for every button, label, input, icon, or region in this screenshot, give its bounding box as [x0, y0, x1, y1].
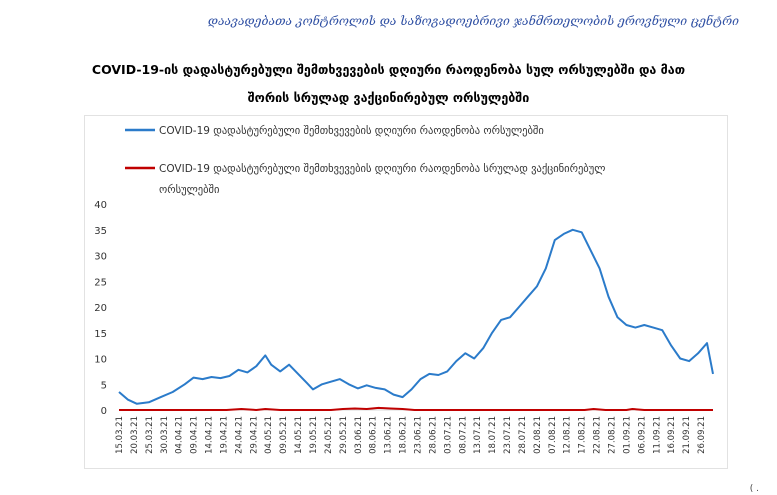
x-tick-label: 02.08.21 — [533, 416, 543, 454]
x-tick-label: 18.07.21 — [488, 416, 498, 454]
x-tick-label: 28.06.21 — [428, 416, 438, 454]
x-tick-label: 27.08.21 — [608, 416, 618, 454]
x-tick-label: 29.04.21 — [249, 416, 259, 454]
x-tick-label: 14.04.21 — [205, 416, 215, 454]
x-tick-label: 01.09.21 — [622, 416, 632, 454]
legend-label: ორსულებში — [159, 184, 219, 196]
x-tick-label: 20.03.21 — [130, 416, 140, 454]
x-tick-label: 09.05.21 — [279, 416, 289, 454]
x-tick-label: 04.04.21 — [175, 416, 185, 454]
y-tick-label: 15 — [94, 329, 107, 340]
x-tick-label: 13.07.21 — [473, 416, 483, 454]
x-tick-label: 28.07.21 — [518, 416, 528, 454]
x-tick-label: 08.07.21 — [458, 416, 468, 454]
x-tick-label: 14.05.21 — [294, 416, 304, 454]
chart-title-line-1: COVID-19-ის დადასტურებული შემთხვევების დ… — [91, 62, 686, 77]
x-tick-label: 19.05.21 — [309, 416, 319, 454]
organization-name: დაავადებათა კონტროლის და საზოგადოებრივი … — [207, 14, 739, 28]
x-tick-label: 16.09.21 — [667, 416, 677, 454]
x-tick-label: 23.06.21 — [413, 416, 423, 454]
x-tick-label: 24.04.21 — [234, 416, 244, 454]
y-tick-label: 40 — [94, 200, 107, 211]
x-tick-label: 09.04.21 — [190, 416, 200, 454]
footer-note: ( . — [749, 484, 759, 494]
y-tick-label: 10 — [94, 355, 107, 366]
y-tick-label: 0 — [101, 406, 107, 417]
y-tick-label: 20 — [94, 303, 107, 314]
x-tick-label: 25.03.21 — [145, 416, 155, 454]
chart-title-line-2: შორის სრულად ვაქცინირებულ ორსულებში — [247, 90, 530, 105]
x-tick-label: 17.08.21 — [578, 416, 588, 454]
x-tick-label: 12.08.21 — [563, 416, 573, 454]
x-tick-label: 24.05.21 — [324, 416, 334, 454]
y-tick-label: 30 — [94, 252, 107, 263]
x-tick-label: 11.09.21 — [652, 416, 662, 454]
x-tick-label: 21.09.21 — [682, 416, 692, 454]
x-tick-label: 06.09.21 — [637, 416, 647, 454]
x-tick-label: 18.06.21 — [399, 416, 409, 454]
x-tick-label: 19.04.21 — [219, 416, 229, 454]
chart-svg: 0 5 10 15 20 25 30 35 40 15.03.21 20.03.21 25.03.21… — [94, 125, 714, 454]
y-tick-label: 25 — [94, 277, 107, 288]
x-tick-label: 04.05.21 — [264, 416, 274, 454]
x-tick-label: 22.08.21 — [593, 416, 603, 454]
y-tick-label: 35 — [94, 226, 107, 237]
x-tick-label: 30.03.21 — [160, 416, 170, 454]
x-tick-label: 08.06.21 — [369, 416, 379, 454]
x-tick-label: 07.08.21 — [548, 416, 558, 454]
series-line-all-pregnant — [118, 228, 714, 405]
chart-area: 0 5 10 15 20 25 30 35 40 15.03.21 20.03.21 25.03.21… — [84, 115, 728, 469]
x-tick-label: 15.03.21 — [115, 416, 125, 454]
series-line-vaccinated-pregnant — [119, 406, 713, 411]
x-tick-label: 23.07.21 — [503, 416, 513, 454]
legend-label: COVID-19 დადასტურებული შემთხვევების დღიუ… — [159, 125, 544, 137]
y-tick-label: 5 — [101, 380, 107, 391]
x-tick-label: 26.09.21 — [697, 416, 707, 454]
x-tick-label: 29.05.21 — [339, 416, 349, 454]
x-tick-label: 03.07.21 — [443, 416, 453, 454]
legend-label: COVID-19 დადასტურებული შემთხვევების დღიუ… — [159, 163, 605, 175]
x-tick-label: 13.06.21 — [384, 416, 394, 454]
x-tick-label: 03.06.21 — [354, 416, 364, 454]
